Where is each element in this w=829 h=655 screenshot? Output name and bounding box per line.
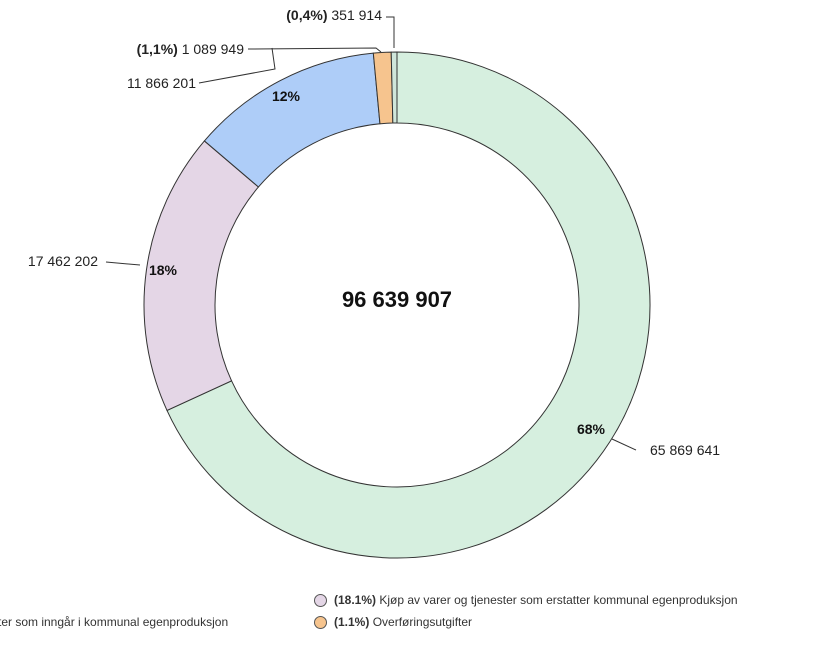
legend-item-1: (1.1%) Overføringsutgifter xyxy=(314,615,472,629)
slice-value-3: 1 089 949 xyxy=(182,41,244,57)
slice-value-label-0: 65 869 641 xyxy=(650,442,720,458)
slice-pct-label-1: 18% xyxy=(149,262,178,278)
slice-value-4: 351 914 xyxy=(331,7,382,23)
total-value-label: 96 639 907 xyxy=(342,287,452,312)
slice-value-label-3: (1,1%) 1 089 949 xyxy=(137,41,245,57)
legend-item-2: ster som inngår i kommunal egenproduksjo… xyxy=(0,615,228,629)
legend-item-0: (18.1%) Kjøp av varer og tjenester som e… xyxy=(314,593,738,607)
slice-pct-paren-3: (1,1%) xyxy=(137,41,178,57)
leader-line-3 xyxy=(247,47,382,53)
donut-slice-4 xyxy=(390,51,398,124)
legend-label-2: ster som inngår i kommunal egenproduksjo… xyxy=(0,615,229,629)
slice-pct-label-2: 12% xyxy=(272,88,301,104)
slice-value-label-4: (0,4%) 351 914 xyxy=(286,7,382,23)
leader-line-0 xyxy=(611,438,637,451)
slice-value-label-1: 17 462 202 xyxy=(28,253,98,269)
slice-value-label-2: 11 866 201 xyxy=(127,75,196,91)
legend-label-1: Overføringsutgifter xyxy=(372,615,473,629)
legend-swatch-1 xyxy=(314,615,327,629)
legend-label-0: Kjøp av varer og tjenester som erstatter… xyxy=(379,593,738,607)
legend-pct-1: (1.1%) xyxy=(334,615,370,629)
leader-line-4 xyxy=(386,16,395,48)
slice-pct-label-0: 68% xyxy=(577,421,606,437)
slice-pct-paren-4: (0,4%) xyxy=(286,7,327,23)
legend-swatch-0 xyxy=(314,593,327,607)
leader-line-1 xyxy=(105,261,141,266)
legend-pct-0: (18.1%) xyxy=(334,593,377,607)
donut-slice-0 xyxy=(166,51,651,559)
leader-line-2 xyxy=(198,47,276,84)
